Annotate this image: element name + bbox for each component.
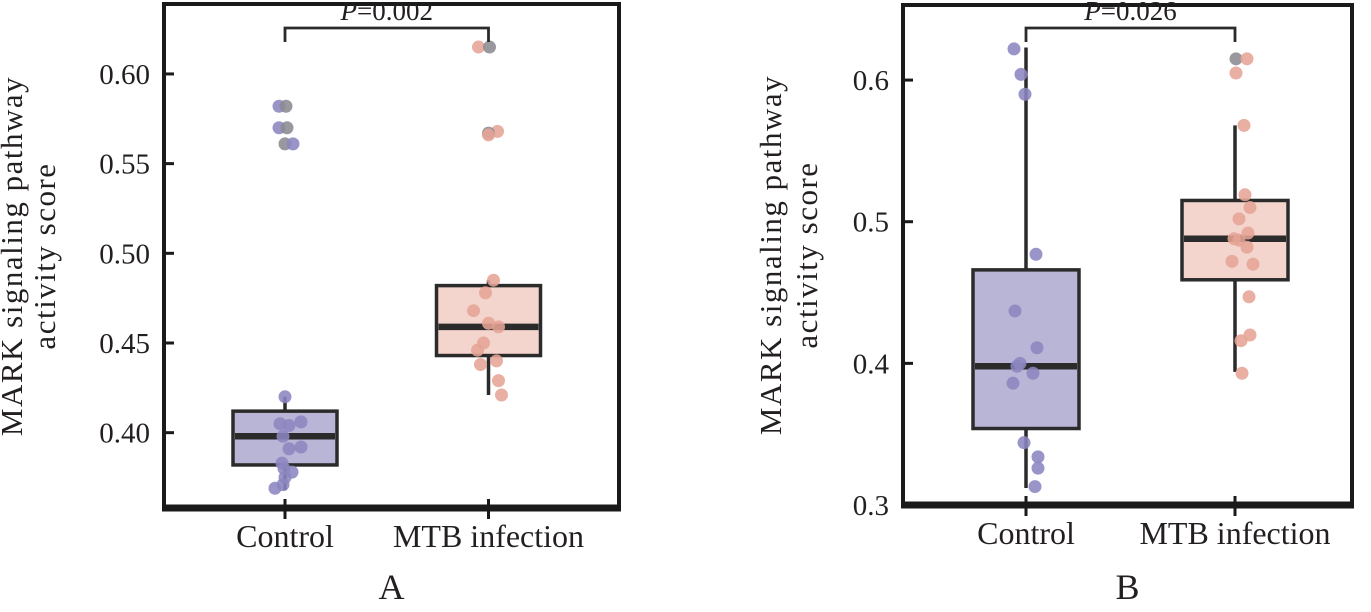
panel-b-caption: B xyxy=(1115,567,1140,607)
boxplot-panel-a: 0.40 0.45 0.50 0.55 0.60 P=0.002 Control MTB in… xyxy=(0,0,621,554)
data-point xyxy=(276,429,290,443)
data-point xyxy=(1241,226,1255,240)
data-point xyxy=(479,286,492,300)
data-point xyxy=(282,442,296,456)
data-point xyxy=(1008,304,1022,318)
data-point xyxy=(268,481,282,495)
data-point xyxy=(1229,66,1243,80)
data-point xyxy=(282,418,296,432)
data-point xyxy=(1030,341,1044,355)
significance-bracket xyxy=(1024,26,1237,42)
y-tick-label: 0.40 xyxy=(99,418,150,450)
data-point xyxy=(1240,52,1254,66)
data-point xyxy=(1028,480,1042,494)
y-tick-label: 0.3 xyxy=(853,490,889,522)
y-axis-label-line-1: MARK signaling pathway xyxy=(0,76,29,436)
x-tick-label-mtb-infection: MTB infection xyxy=(393,518,584,554)
data-point xyxy=(1238,188,1252,202)
data-point xyxy=(1017,436,1031,450)
data-point xyxy=(1029,247,1043,261)
data-point xyxy=(1007,42,1021,56)
data-point xyxy=(1237,118,1251,132)
data-point xyxy=(286,137,300,151)
y-tick-label: 0.4 xyxy=(853,348,890,380)
data-point xyxy=(474,358,487,372)
data-point xyxy=(1018,87,1032,101)
data-point xyxy=(482,128,495,142)
data-point xyxy=(495,388,508,402)
x-tick-label-mtb-infection: MTB infection xyxy=(1139,515,1330,551)
data-point xyxy=(1031,461,1045,475)
data-point xyxy=(1246,257,1260,271)
y-tick-label: 0.6 xyxy=(853,65,889,97)
y-axis-label-line-2: activity score xyxy=(27,162,62,349)
data-point xyxy=(482,316,495,330)
significance-bracket xyxy=(283,26,490,42)
x-tick-label-control: Control xyxy=(236,518,334,554)
data-point xyxy=(1031,450,1045,464)
y-axis-label-line-2: activity score xyxy=(789,161,824,348)
data-point xyxy=(487,273,500,287)
data-point xyxy=(1010,359,1024,373)
significance-label: P=0.026 xyxy=(1083,0,1176,26)
panel-a-caption: A xyxy=(378,567,405,607)
data-point xyxy=(467,304,480,318)
data-point xyxy=(294,415,308,429)
x-tick-label-control: Control xyxy=(977,515,1075,551)
data-point xyxy=(1243,201,1257,215)
data-point xyxy=(1232,212,1246,226)
significance-label: P=0.002 xyxy=(340,0,433,26)
y-axis-label-line-1: MARK signaling pathway xyxy=(753,75,788,435)
boxplot-panel-b: 0.3 0.4 0.5 0.6 P=0.026 Control MTB infection M… xyxy=(753,0,1354,551)
data-point xyxy=(1006,376,1020,390)
data-point xyxy=(278,390,292,404)
data-point xyxy=(1229,52,1243,66)
y-tick-label: 0.55 xyxy=(99,149,150,181)
data-point xyxy=(492,374,505,388)
data-point xyxy=(1242,290,1256,304)
y-tick-label: 0.50 xyxy=(99,238,150,270)
data-point xyxy=(294,440,308,454)
data-point xyxy=(1225,254,1239,268)
data-point xyxy=(1026,366,1040,380)
plot-frame xyxy=(162,2,621,508)
data-point xyxy=(1235,366,1249,380)
data-point xyxy=(1014,67,1028,81)
data-point xyxy=(280,121,294,135)
data-point xyxy=(1234,334,1248,348)
data-point xyxy=(1240,240,1254,254)
box-control xyxy=(971,268,1081,431)
data-point xyxy=(483,40,496,54)
plot-frame xyxy=(901,3,1354,505)
data-point xyxy=(471,343,484,357)
y-tick-label: 0.45 xyxy=(99,328,150,360)
y-tick-label: 0.5 xyxy=(853,207,889,239)
data-point xyxy=(492,320,505,334)
data-point xyxy=(279,99,293,113)
y-tick-label: 0.60 xyxy=(99,59,150,91)
data-point xyxy=(472,40,485,54)
data-point xyxy=(490,354,503,368)
